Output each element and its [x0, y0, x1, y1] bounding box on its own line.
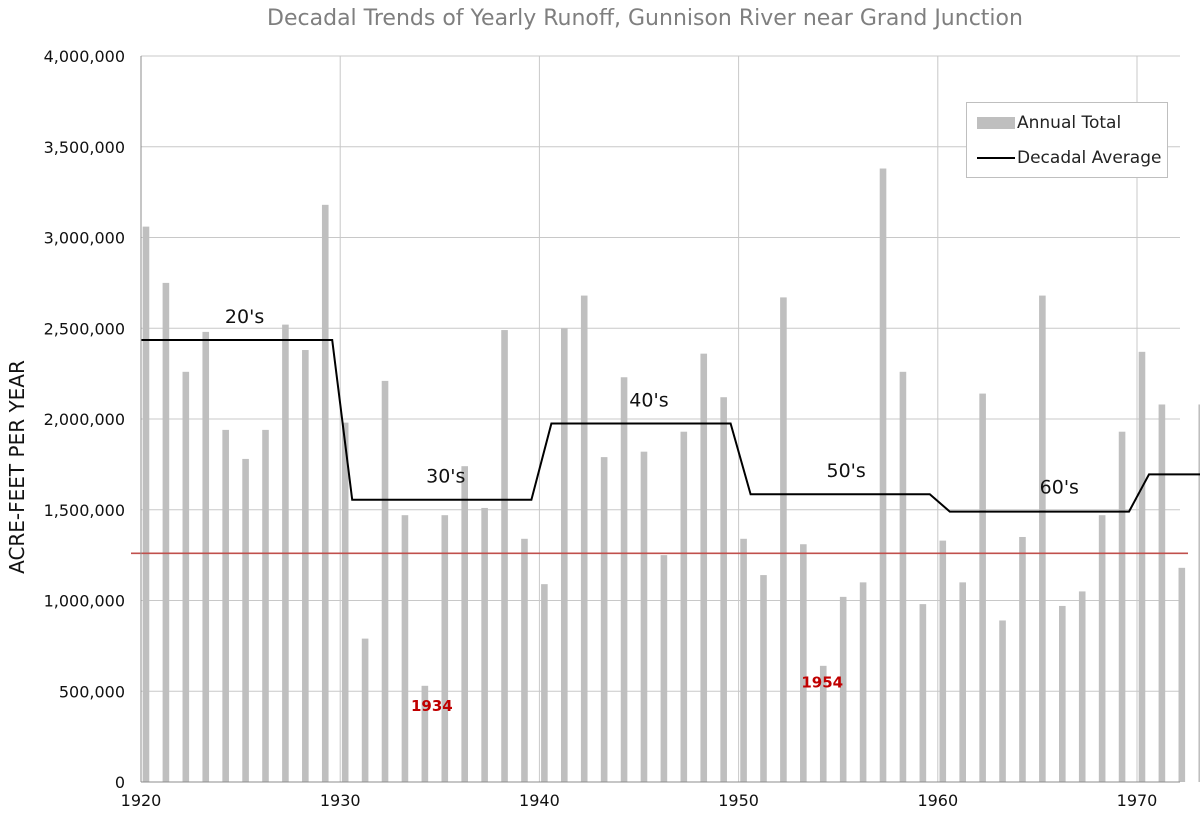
x-tick-label: 1970	[1117, 791, 1158, 810]
bar	[381, 380, 389, 782]
bar	[1158, 404, 1166, 782]
bar	[580, 295, 588, 782]
bar	[859, 582, 867, 782]
decade-label: 20's	[225, 306, 264, 328]
y-tick-label: 4,000,000	[44, 47, 125, 66]
bar	[1098, 515, 1106, 782]
legend: Annual Total Decadal Average	[966, 102, 1168, 178]
bar	[321, 204, 329, 782]
bar	[879, 168, 887, 782]
bar	[999, 620, 1006, 782]
x-tick-label: 1950	[718, 791, 759, 810]
bar	[819, 665, 827, 782]
decadal-average-line	[141, 339, 1200, 513]
y-tick-label: 2,000,000	[44, 410, 125, 429]
legend-swatch-bar	[977, 117, 1015, 129]
bar	[620, 377, 628, 782]
decade-label: 40's	[629, 389, 668, 411]
y-tick-label: 2,500,000	[44, 319, 125, 338]
bar	[521, 538, 528, 782]
bar	[501, 330, 508, 782]
decade-label: 30's	[426, 466, 465, 488]
bar	[262, 429, 269, 782]
bars-annual-total	[142, 168, 1200, 783]
y-tick-label: 0	[115, 773, 125, 792]
bar	[1118, 431, 1126, 782]
decade-label: 60's	[1040, 476, 1079, 498]
bar	[839, 596, 847, 782]
bar	[441, 515, 449, 782]
bar	[1198, 404, 1200, 782]
x-tick-label: 1960	[917, 791, 958, 810]
x-tick-label: 1930	[320, 791, 361, 810]
legend-swatch-line	[977, 157, 1015, 159]
legend-label-decadal-average: Decadal Average	[1017, 148, 1162, 168]
year-annotation: 1954	[801, 674, 843, 692]
bar	[660, 555, 668, 783]
y-axis-title: ACRE-FEET PER YEAR	[5, 360, 29, 574]
bar	[341, 422, 349, 782]
year-annotations: 19341954197719902002	[411, 674, 843, 716]
bar	[600, 457, 608, 782]
bar	[760, 575, 767, 782]
bar	[461, 466, 468, 782]
y-tick-label: 1,500,000	[44, 501, 125, 520]
bar	[939, 540, 947, 782]
bar	[720, 397, 727, 782]
bar	[421, 685, 429, 782]
bar	[1039, 295, 1046, 782]
bar	[401, 515, 409, 782]
bar	[1078, 591, 1086, 782]
bar	[899, 371, 907, 782]
bar	[202, 331, 210, 782]
decade-label: 50's	[827, 460, 866, 482]
bar	[1178, 567, 1186, 782]
bar	[919, 604, 927, 782]
y-tick-label: 500,000	[59, 682, 125, 701]
bar	[541, 584, 548, 782]
bar	[142, 226, 150, 783]
legend-label-annual-total: Annual Total	[1017, 113, 1122, 133]
bar	[1019, 536, 1026, 782]
bar	[780, 297, 787, 782]
bar	[361, 638, 369, 782]
bar	[1138, 351, 1146, 782]
y-tick-label: 3,000,000	[44, 229, 125, 248]
axes: 0 500,000 1,000,000 1,500,000 2,000,000 2,500…	[44, 47, 1180, 810]
bar	[182, 371, 190, 782]
chart-title: Decadal Trends of Yearly Runoff, Gunniso…	[267, 6, 1023, 31]
x-tick-label: 1940	[519, 791, 560, 810]
bar	[700, 353, 708, 782]
bar	[959, 582, 966, 782]
legend-item-decadal-average: Decadal Average	[977, 146, 1161, 170]
bar	[740, 538, 747, 782]
y-tick-label: 3,500,000	[44, 138, 125, 157]
x-tick-label: 1920	[121, 791, 162, 810]
year-annotation: 1934	[411, 697, 453, 715]
bar	[481, 507, 488, 782]
bar	[162, 282, 170, 783]
bar	[979, 393, 986, 782]
bar	[222, 429, 229, 782]
grid	[140, 55, 1180, 783]
bar	[302, 350, 309, 782]
bar	[800, 544, 807, 782]
bar	[242, 458, 249, 782]
legend-item-annual-total: Annual Total	[977, 111, 1121, 135]
decadal-average-path	[141, 339, 1200, 513]
y-tick-label: 1,000,000	[44, 592, 125, 611]
bar	[680, 431, 688, 782]
bar	[640, 451, 648, 782]
bar	[1059, 605, 1066, 782]
bar	[561, 328, 568, 782]
decade-labels: 20's30's40's50's60's70's80's90's00's10's…	[225, 306, 1079, 499]
